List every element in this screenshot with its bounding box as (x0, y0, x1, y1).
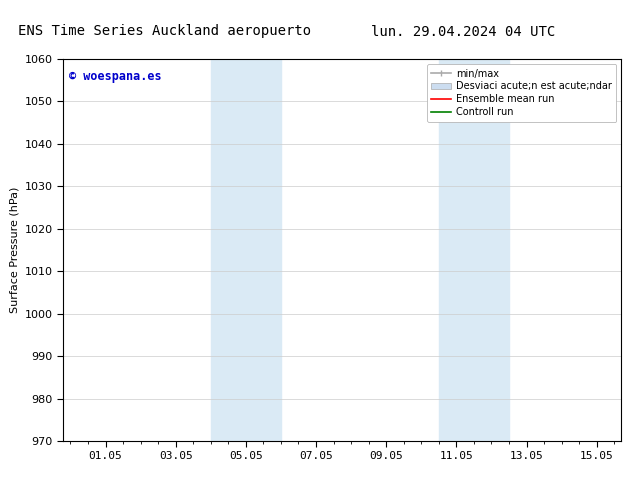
Text: © woespana.es: © woespana.es (69, 70, 162, 83)
Bar (210, 59, 281, 441)
Text: ENS Time Series Auckland aeropuerto: ENS Time Series Auckland aeropuerto (18, 24, 311, 39)
Y-axis label: Surface Pressure (hPa): Surface Pressure (hPa) (10, 187, 19, 313)
Legend: min/max, Desviaci acute;n est acute;ndar, Ensemble mean run, Controll run: min/max, Desviaci acute;n est acute;ndar… (427, 64, 616, 122)
Text: lun. 29.04.2024 04 UTC: lun. 29.04.2024 04 UTC (371, 24, 555, 39)
Bar (439, 59, 509, 441)
